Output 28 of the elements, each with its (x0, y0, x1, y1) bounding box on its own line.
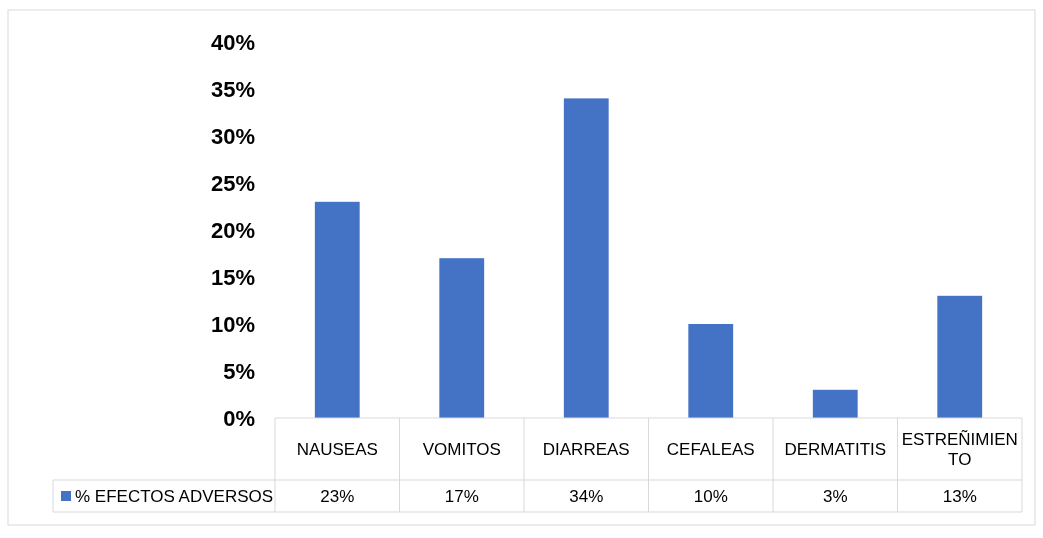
bar (937, 295, 983, 418)
legend-label: % EFECTOS ADVERSOS (75, 486, 274, 506)
x-tick-label: DERMATITIS (784, 439, 887, 459)
y-tick-label: 10% (210, 311, 255, 337)
data-label: 23% (320, 486, 355, 506)
y-tick-label: 5% (223, 358, 255, 384)
x-tick-label: NAUSEAS (296, 439, 378, 459)
y-tick-label: 15% (210, 264, 255, 290)
y-tick-label: 0% (223, 405, 255, 431)
x-tick-label: VOMITOS (422, 439, 501, 459)
data-label: 17% (444, 486, 479, 506)
x-tick-label: ESTREÑIMIENTO (901, 429, 1018, 469)
y-tick-label: 25% (210, 170, 255, 196)
bar (812, 389, 858, 418)
bar (688, 324, 734, 418)
y-tick-label: 35% (210, 76, 255, 102)
y-tick-label: 40% (210, 29, 255, 55)
data-label: 10% (693, 486, 728, 506)
data-label: 3% (822, 486, 848, 506)
y-tick-label: 30% (210, 123, 255, 149)
x-tick-label: DIARREAS (542, 439, 630, 459)
x-tick-label: CEFALEAS (666, 439, 755, 459)
bar (439, 258, 485, 418)
y-tick-label: 20% (210, 217, 255, 243)
bar (563, 98, 609, 418)
data-label: 34% (569, 486, 604, 506)
data-label: 13% (942, 486, 977, 506)
bar (314, 201, 360, 418)
